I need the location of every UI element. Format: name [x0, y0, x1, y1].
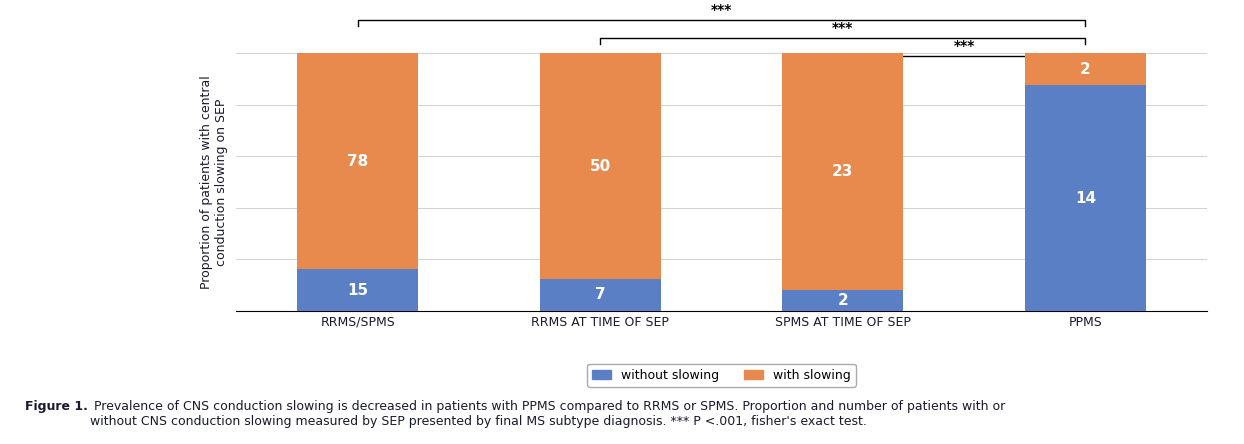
Y-axis label: Proportion of patients with central
conduction slowing on SEP: Proportion of patients with central cond… — [200, 75, 228, 289]
Legend: without slowing, with slowing: without slowing, with slowing — [587, 364, 856, 387]
Bar — [782, 53, 903, 290]
Text: 2: 2 — [837, 293, 848, 308]
Bar — [782, 290, 903, 311]
Bar — [540, 279, 661, 311]
Text: ***: *** — [953, 39, 975, 53]
Bar — [540, 53, 661, 279]
Text: ***: *** — [832, 21, 853, 35]
Text: Figure 1.: Figure 1. — [25, 400, 88, 412]
Text: 14: 14 — [1075, 190, 1096, 206]
Text: 23: 23 — [832, 164, 853, 179]
Text: ***: *** — [710, 3, 733, 17]
Text: 7: 7 — [595, 287, 606, 302]
Text: 15: 15 — [347, 282, 368, 297]
Text: 78: 78 — [347, 154, 368, 169]
Bar — [297, 269, 418, 311]
Bar — [1025, 86, 1146, 311]
Text: Prevalence of CNS conduction slowing is decreased in patients with PPMS compared: Prevalence of CNS conduction slowing is … — [90, 400, 1005, 428]
Bar — [1025, 53, 1146, 86]
Text: 50: 50 — [590, 159, 611, 174]
Bar — [297, 53, 418, 269]
Text: 2: 2 — [1080, 62, 1091, 77]
